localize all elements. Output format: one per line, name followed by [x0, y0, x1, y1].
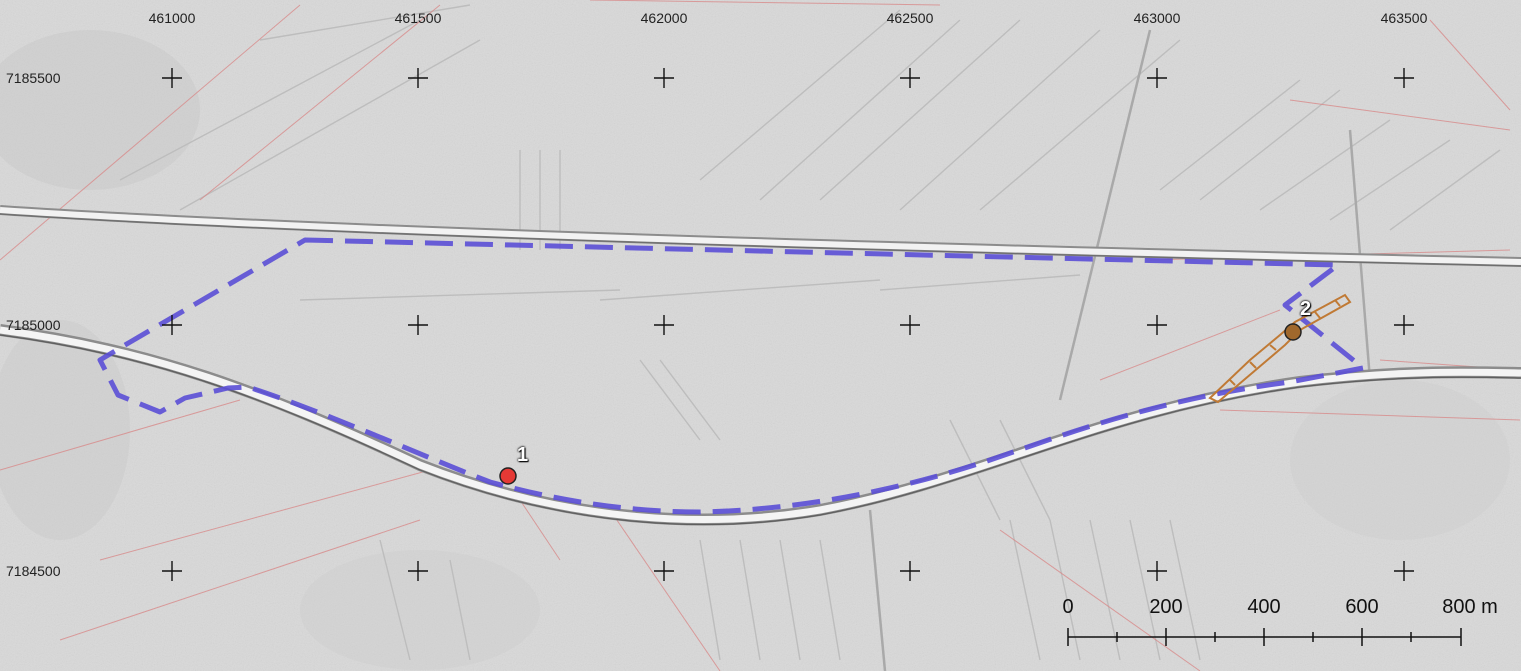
grid-label-northing: 7185000: [6, 317, 61, 333]
scale-label: 400: [1247, 596, 1281, 618]
terrain-shading: [0, 30, 1510, 670]
feature-polygon-site-2: [1208, 293, 1352, 404]
grid-label-easting: 462500: [886, 10, 934, 26]
scale-label: 200: [1149, 596, 1183, 618]
grid-label-easting: 463500: [1380, 10, 1428, 26]
grid-label-easting: 462000: [640, 10, 688, 26]
site-2-label: 2: [1300, 298, 1312, 320]
upper-road: [0, 205, 1521, 267]
scale-bar: [1067, 628, 1462, 646]
grid-label-northing: 7185500: [6, 70, 61, 86]
grid-label-easting: 463000: [1133, 10, 1181, 26]
study-area-outline: [97, 237, 1366, 515]
grid-label-easting: 461000: [148, 10, 196, 26]
site-2-marker[interactable]: [1284, 323, 1302, 341]
scale-label: 600: [1345, 596, 1379, 618]
lower-road: [0, 324, 1521, 526]
grid-label-northing: 7184500: [6, 563, 61, 579]
scale-label: 0: [1062, 596, 1074, 618]
drainage-ditches: [119, 4, 1501, 661]
grid-crosses: [162, 68, 1414, 581]
site-1-marker[interactable]: [499, 467, 517, 485]
grid-label-easting: 461500: [394, 10, 442, 26]
site-1-label: 1: [517, 444, 529, 466]
scale-label: 800 m: [1442, 596, 1498, 618]
